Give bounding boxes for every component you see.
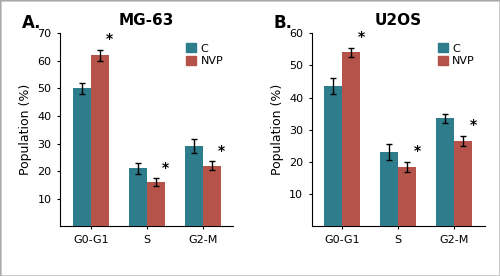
Bar	[380, 152, 398, 226]
Text: *: *	[414, 144, 421, 158]
Bar	[146, 182, 164, 226]
Bar	[436, 118, 454, 226]
Bar	[324, 86, 342, 226]
Text: *: *	[218, 144, 226, 158]
Bar	[398, 167, 416, 226]
Y-axis label: Population (%): Population (%)	[19, 84, 32, 175]
Title: U2OS: U2OS	[374, 13, 422, 28]
Legend: C, NVP: C, NVP	[182, 39, 228, 71]
Bar	[185, 146, 202, 226]
Bar	[73, 88, 91, 226]
Text: *: *	[470, 118, 477, 132]
Text: *: *	[358, 30, 365, 44]
Bar	[129, 168, 146, 226]
Text: *: *	[106, 32, 114, 46]
Legend: C, NVP: C, NVP	[434, 39, 480, 71]
Text: B.: B.	[274, 14, 292, 32]
Text: A.: A.	[22, 14, 42, 32]
Y-axis label: Population (%): Population (%)	[270, 84, 283, 175]
Title: MG-63: MG-63	[119, 13, 174, 28]
Bar	[342, 52, 360, 226]
Text: *: *	[162, 161, 170, 175]
Bar	[91, 55, 108, 226]
Bar	[454, 141, 472, 226]
Bar	[202, 166, 220, 226]
